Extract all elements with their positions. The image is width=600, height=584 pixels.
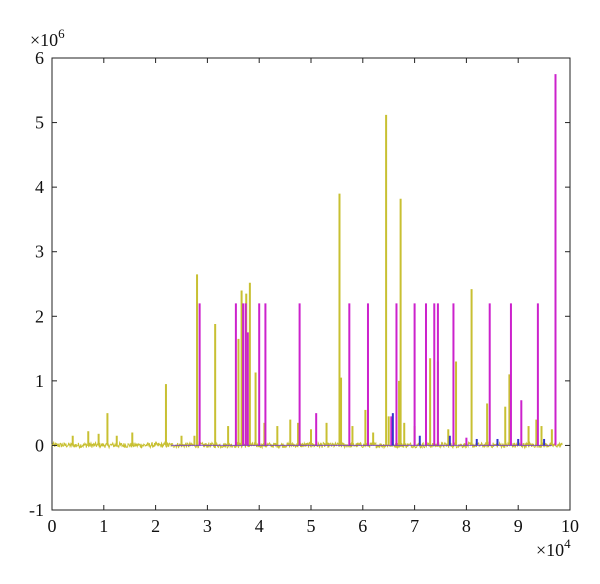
series-layer bbox=[51, 74, 563, 450]
y-tick-label-3: 2 bbox=[35, 306, 44, 326]
x-multiplier-label: ×104 bbox=[536, 536, 571, 560]
x-tick-label-6: 6 bbox=[358, 516, 367, 536]
series-2 bbox=[171, 413, 552, 446]
series-1 bbox=[171, 74, 557, 446]
y-tick-label-4: 3 bbox=[35, 242, 44, 262]
x-tick-label-4: 4 bbox=[255, 516, 264, 536]
x-tick-label-7: 7 bbox=[410, 516, 419, 536]
y-tick-label-1: 0 bbox=[35, 435, 44, 455]
x-tick-label-10: 10 bbox=[561, 516, 579, 536]
x-tick-label-8: 8 bbox=[462, 516, 471, 536]
x-tick-label-9: 9 bbox=[514, 516, 523, 536]
x-tick-label-5: 5 bbox=[307, 516, 316, 536]
y-tick-label-7: 6 bbox=[35, 48, 44, 68]
y-tick-label-0: -1 bbox=[29, 500, 44, 520]
y-tick-label-2: 1 bbox=[35, 371, 44, 391]
x-tick-label-1: 1 bbox=[99, 516, 108, 536]
series-0 bbox=[51, 114, 563, 450]
y-multiplier-label: ×106 bbox=[30, 26, 65, 50]
x-tick-label-2: 2 bbox=[151, 516, 160, 536]
x-tick-label-3: 3 bbox=[203, 516, 212, 536]
x-tick-label-0: 0 bbox=[48, 516, 57, 536]
y-tick-label-6: 5 bbox=[35, 113, 44, 133]
y-tick-label-5: 4 bbox=[35, 177, 44, 197]
